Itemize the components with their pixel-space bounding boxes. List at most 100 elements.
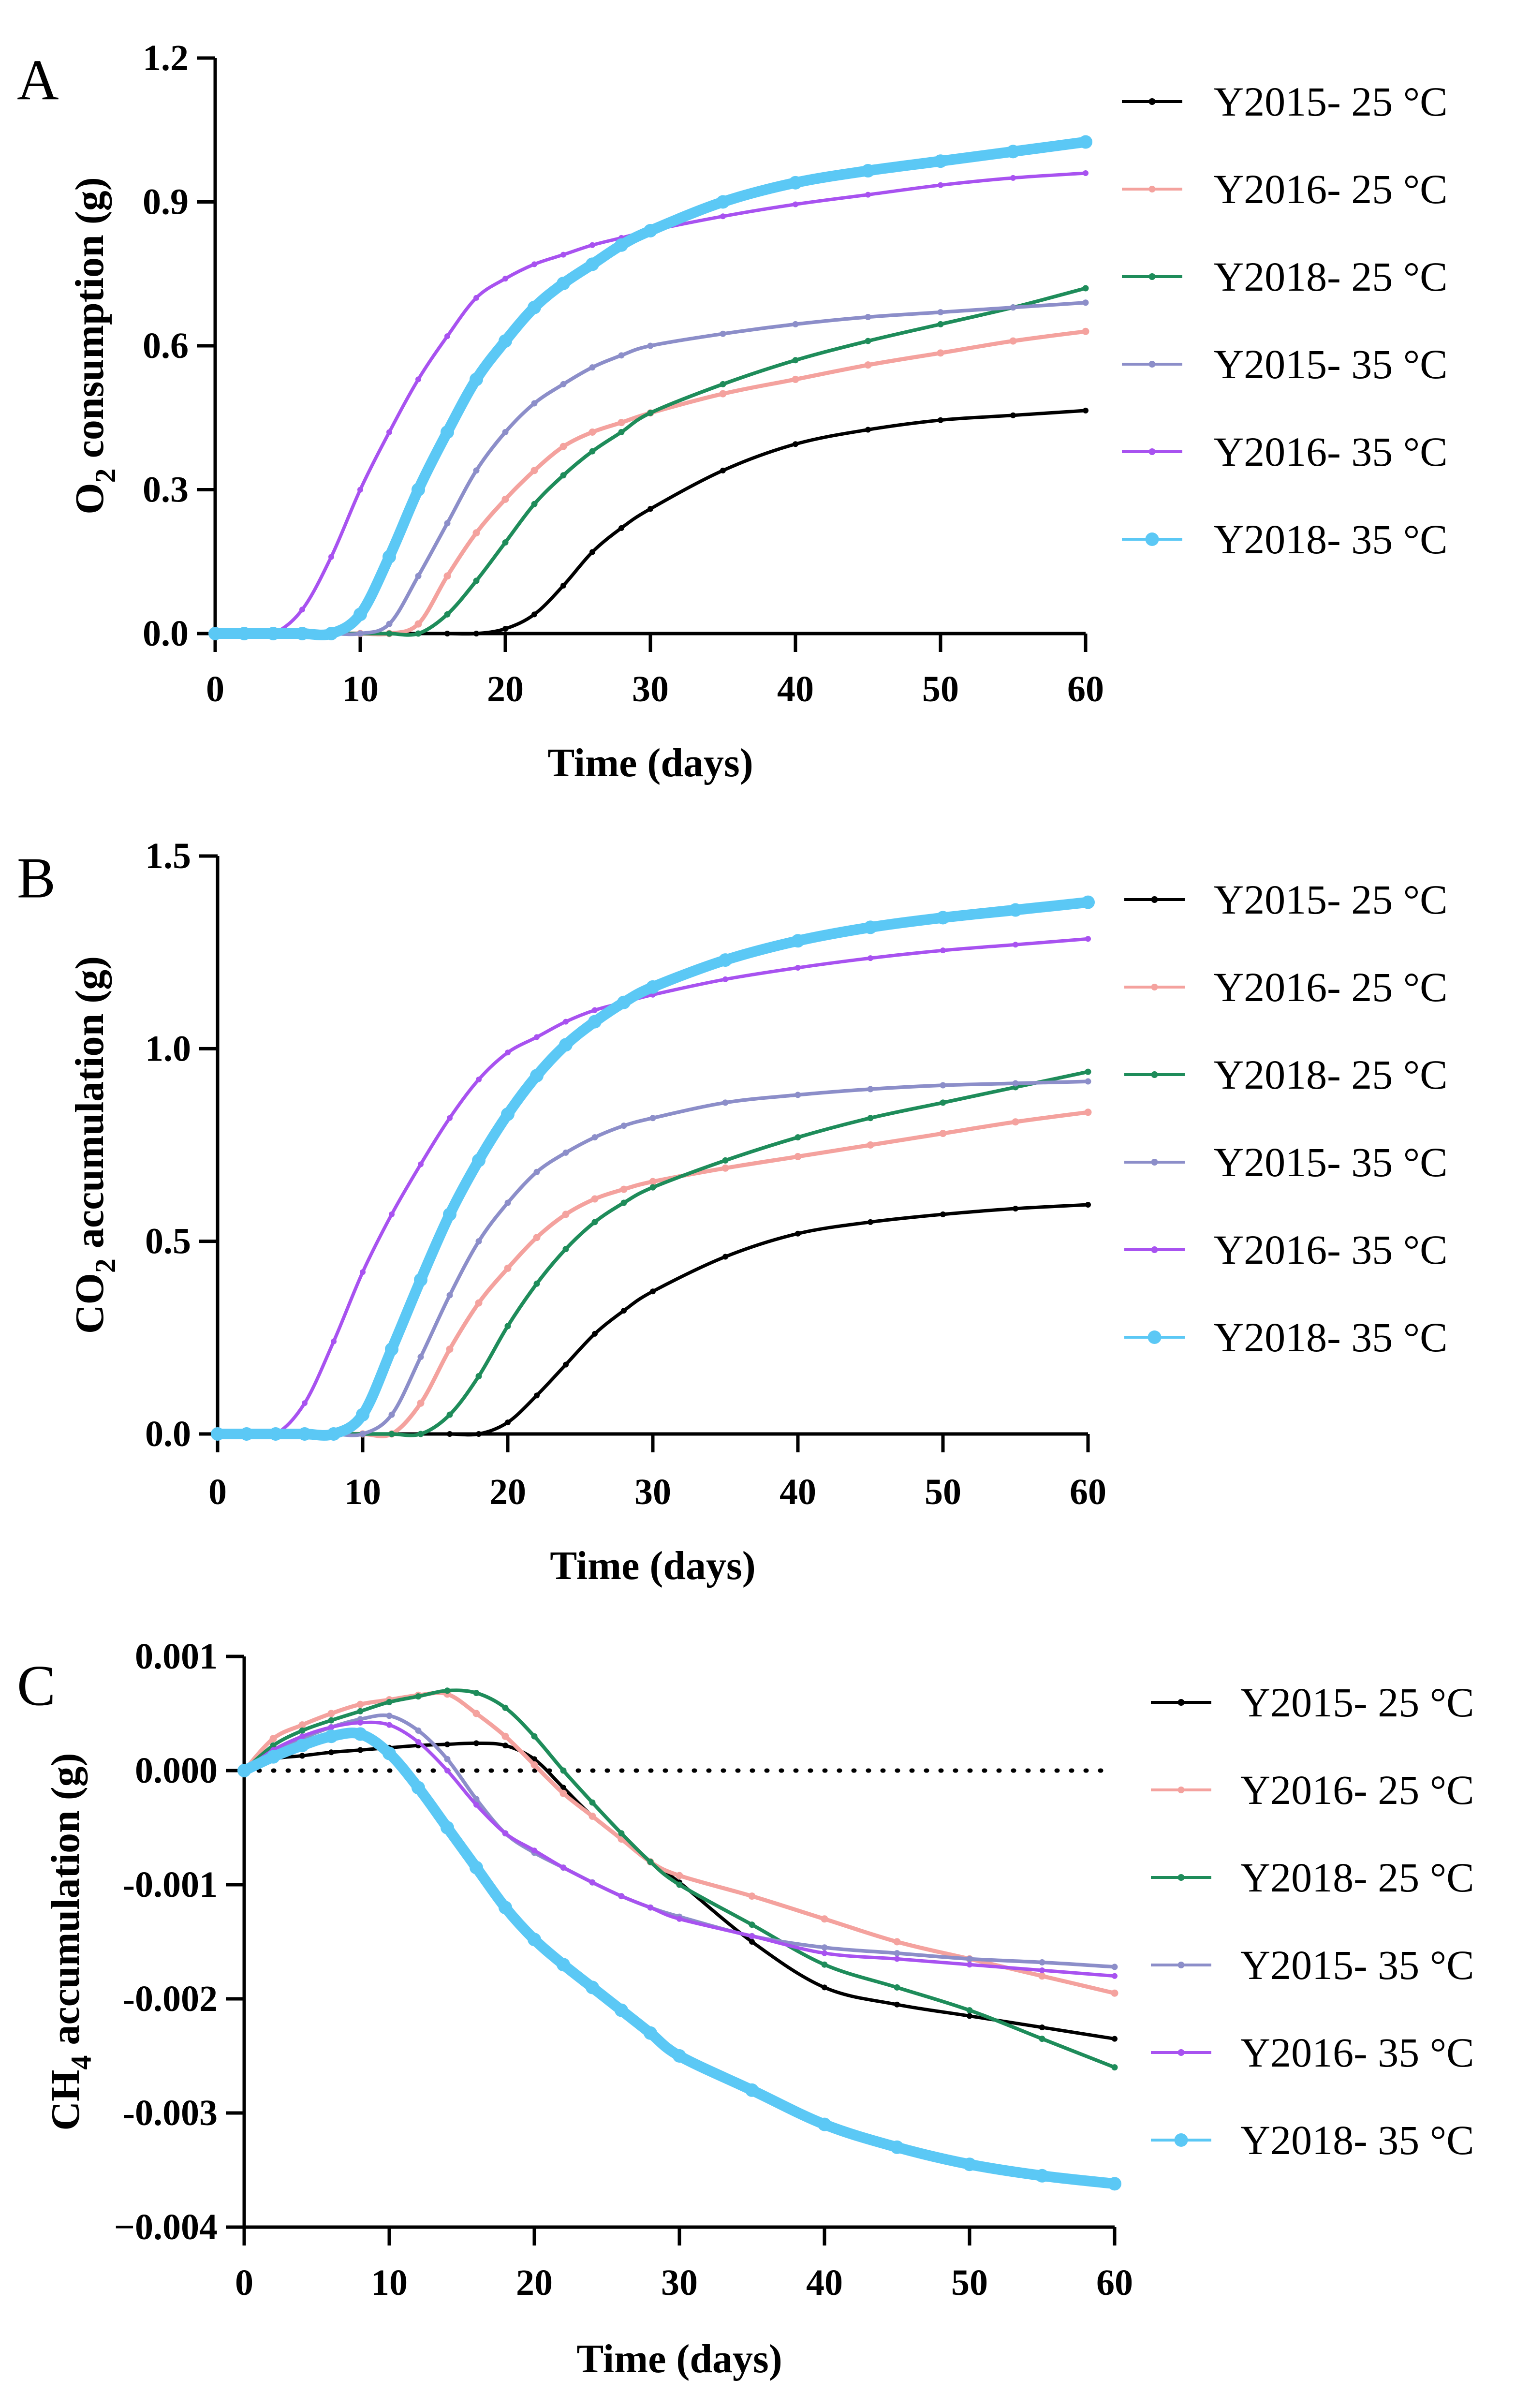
data-point xyxy=(502,1830,508,1836)
data-point xyxy=(443,1207,456,1221)
x-tick-label: 40 xyxy=(780,1472,816,1512)
legend-marker xyxy=(1151,1071,1158,1078)
data-point xyxy=(1081,895,1095,909)
legend-marker xyxy=(1174,2133,1188,2147)
data-point xyxy=(893,1938,901,1946)
data-point xyxy=(936,911,950,925)
data-point xyxy=(299,1753,305,1759)
data-point xyxy=(940,1099,946,1106)
data-point xyxy=(722,976,728,982)
x-tick-label: 0 xyxy=(208,1472,227,1512)
data-point xyxy=(560,1864,566,1871)
data-point xyxy=(412,1781,425,1795)
series-line xyxy=(242,1713,1117,1969)
data-point xyxy=(559,1038,573,1052)
data-point xyxy=(620,1185,628,1193)
legend-label: Y2015- 35 °C xyxy=(1214,1139,1448,1185)
data-point xyxy=(446,1411,453,1418)
data-point xyxy=(894,1950,900,1957)
data-point xyxy=(1085,936,1091,942)
data-point xyxy=(388,1431,395,1437)
data-point xyxy=(591,1134,598,1141)
data-point xyxy=(722,1254,728,1260)
data-point xyxy=(531,501,538,507)
legend-entry: Y2018- 35 °C xyxy=(1122,516,1448,562)
data-point xyxy=(444,333,450,340)
legend-entry: Y2018- 35 °C xyxy=(1151,2117,1474,2163)
data-point xyxy=(441,1821,454,1834)
data-point xyxy=(592,1007,598,1013)
data-point xyxy=(867,1115,874,1122)
legend-marker xyxy=(1148,98,1156,105)
data-point xyxy=(356,1408,369,1422)
data-point xyxy=(502,276,508,282)
legend-entry: Y2015- 35 °C xyxy=(1124,1139,1448,1185)
series-line xyxy=(242,1741,1117,2041)
y-axis-title-subscript: 2 xyxy=(89,468,121,483)
data-point xyxy=(649,1184,656,1191)
panel-letter: B xyxy=(17,846,56,910)
data-point xyxy=(938,417,943,423)
data-point xyxy=(1108,2177,1121,2191)
data-point xyxy=(794,1134,801,1141)
data-point xyxy=(1010,304,1016,311)
series-line xyxy=(216,1079,1090,1437)
data-point xyxy=(647,1905,653,1911)
data-point xyxy=(470,1861,483,1875)
legend-label: Y2016- 25 °C xyxy=(1240,1767,1474,1813)
data-point xyxy=(559,443,567,450)
x-tick-label: 40 xyxy=(806,2262,843,2303)
data-point xyxy=(676,1881,683,1888)
x-tick-label: 60 xyxy=(1070,1472,1106,1512)
data-point xyxy=(476,1431,482,1437)
data-point xyxy=(443,572,451,580)
series-y2018-35-c xyxy=(237,1727,1121,2191)
panel-letter: C xyxy=(17,1654,56,1718)
data-point xyxy=(1084,1108,1092,1116)
data-point xyxy=(357,630,364,637)
legend-marker xyxy=(1145,532,1159,546)
y-tick-label: -0.002 xyxy=(123,1979,218,2019)
data-point xyxy=(499,1901,512,1915)
series-y2015-25-c xyxy=(215,1201,1091,1437)
legend-marker xyxy=(1177,2049,1185,2056)
data-point xyxy=(749,1939,755,1945)
data-point xyxy=(386,429,392,435)
data-point xyxy=(533,1234,541,1241)
data-point xyxy=(647,410,654,416)
data-point xyxy=(504,1199,511,1206)
data-point xyxy=(748,1892,756,1900)
legend-entry: Y2018- 35 °C xyxy=(1124,1314,1448,1360)
legend-entry: Y2015- 25 °C xyxy=(1124,876,1448,923)
data-point xyxy=(473,295,479,301)
data-point xyxy=(444,1756,451,1762)
x-tick-label: 10 xyxy=(344,1472,381,1512)
data-point xyxy=(589,242,595,248)
data-point xyxy=(1083,407,1089,414)
data-point xyxy=(388,1411,395,1418)
data-point xyxy=(1082,285,1089,292)
data-point xyxy=(963,2157,976,2172)
data-point xyxy=(789,176,802,190)
data-point xyxy=(620,1199,627,1206)
data-point xyxy=(473,631,479,636)
data-point xyxy=(302,1400,308,1406)
chart-panel-a: A 0 10 20 30 40 50 60 0.0 0.3 0.6 0.9 1.2 Time (days)… xyxy=(17,38,1448,785)
data-point xyxy=(528,300,541,314)
data-point xyxy=(357,487,363,493)
data-point xyxy=(818,2117,831,2131)
data-point xyxy=(1083,170,1089,176)
data-point xyxy=(266,627,280,640)
data-point xyxy=(618,1893,624,1899)
legend-label: Y2015- 25 °C xyxy=(1214,876,1448,923)
data-point xyxy=(531,261,537,267)
data-point xyxy=(444,1687,451,1694)
data-point xyxy=(208,627,222,640)
data-point xyxy=(502,539,509,546)
data-point xyxy=(720,381,726,387)
data-point xyxy=(534,1392,540,1399)
x-tick-label: 30 xyxy=(634,1472,671,1512)
y-tick-label: -0.003 xyxy=(123,2093,218,2133)
data-point xyxy=(591,1195,599,1203)
